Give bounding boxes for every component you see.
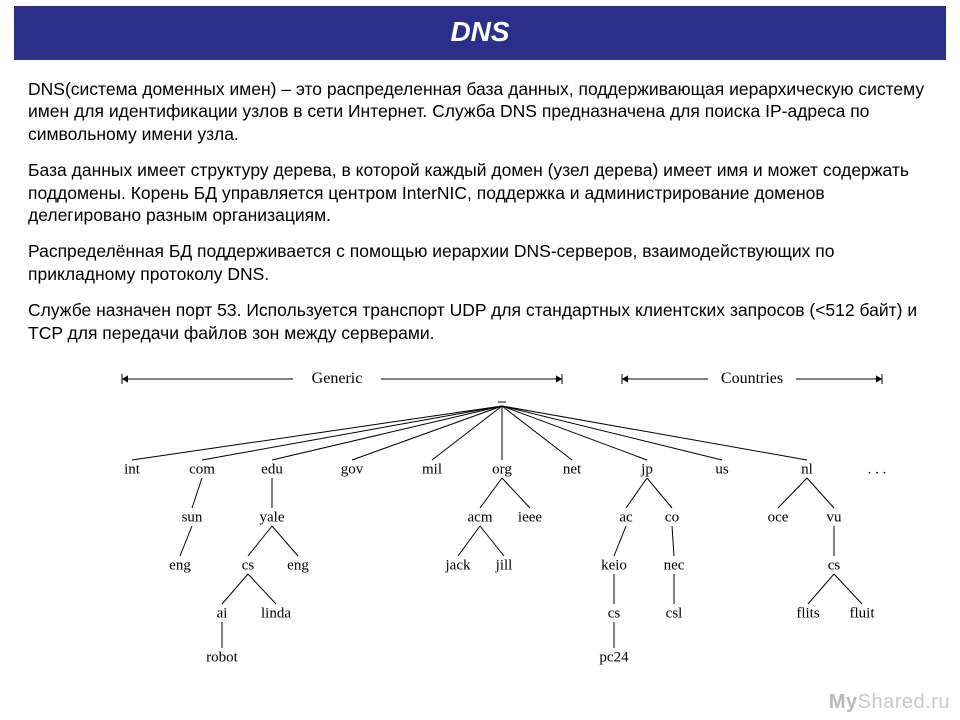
node-oce: oce [768,509,789,526]
node-jill: jill [496,557,513,574]
node-ai: ai [217,605,228,622]
node-dots: . . . [868,461,887,478]
paragraph-4: Службе назначен порт 53. Используется тр… [28,299,932,344]
node-net: net [563,461,581,478]
node-jp: jp [641,461,653,478]
paragraph-1: DNS(система доменных имен) – это распред… [28,78,932,145]
node-eng2: eng [287,557,309,574]
generic-label: Generic [312,370,363,388]
node-cs2: cs [608,605,621,622]
node-fluit: fluit [850,605,875,622]
node-yale: yale [260,509,285,526]
node-com: com [189,461,215,478]
node-keio: keio [601,557,627,574]
node-co: co [665,509,679,526]
node-org: org [492,461,512,478]
watermark: MyShared.ru [829,691,950,714]
watermark-suffix: Shared.ru [858,691,950,713]
node-mil: mil [422,461,442,478]
paragraph-2: База данных имеет структуру дерева, в ко… [28,159,932,226]
node-cs3: cs [828,557,841,574]
node-vu: vu [827,509,842,526]
node-sun: sun [182,509,203,526]
node-cs1: cs [242,557,255,574]
node-nec: nec [664,557,685,574]
node-nl: nl [801,461,813,478]
node-csl: csl [666,605,683,622]
node-jack: jack [446,557,471,574]
node-linda: linda [261,605,291,622]
countries-label: Countries [721,370,783,388]
node-ieee: ieee [518,509,542,526]
node-flits: flits [796,605,819,622]
slide-body: DNS(система доменных имен) – это распред… [0,60,960,668]
dns-tree-diagram: Generic Countries int com edu gov mil org net jp u… [62,358,960,668]
node-robot: robot [206,649,238,666]
watermark-prefix: My [829,691,858,713]
node-acm: acm [468,509,493,526]
node-edu: edu [261,461,283,478]
node-ac: ac [619,509,632,526]
node-eng1: eng [169,557,191,574]
slide-title: DNS [450,16,509,47]
paragraph-3: Распределённая БД поддерживается с помощ… [28,240,932,285]
node-pc24: pc24 [599,649,628,666]
node-gov: gov [341,461,364,478]
node-us: us [715,461,728,478]
node-int: int [124,461,140,478]
slide-header: DNS [14,6,946,60]
